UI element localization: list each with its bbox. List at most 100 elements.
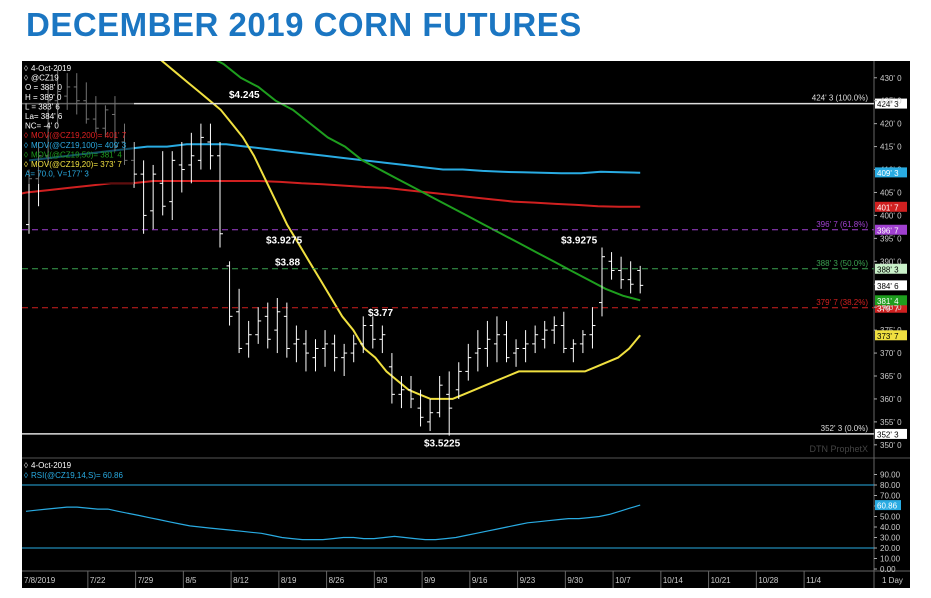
ma50-line [215, 61, 641, 302]
date-tick-label: 10/28 [758, 576, 779, 585]
price-bar [417, 389, 424, 427]
price-bar [283, 302, 290, 358]
rsi-tick-label: 40.00 [880, 523, 901, 532]
price-bar [150, 164, 157, 230]
fib-badge-text-2: 388' 3 [877, 265, 899, 274]
rsi-tick-label: 0.00 [880, 565, 896, 574]
price-annotation-5: $3.9275 [561, 236, 598, 247]
date-tick-label: 11/4 [806, 576, 822, 585]
price-bar [178, 142, 185, 193]
rsi-tick-label: 80.00 [880, 481, 901, 490]
legend-line-0: 4-Oct-2019 [31, 64, 72, 73]
price-annotation-1: $3.9275 [266, 236, 303, 247]
price-bars [26, 68, 644, 436]
date-tick-label: 10/7 [615, 576, 631, 585]
fib-badge-3 [875, 302, 907, 313]
price-bar [322, 330, 329, 367]
rsi-panel: ◊ 4-Oct-2019◊ RSI(@CZ19,14,S)= 60.86 90.008… [22, 461, 901, 574]
price-bar [446, 371, 453, 436]
price-bar [474, 330, 481, 372]
price-chart[interactable]: 424' 3 (100.0%) 424' 3 396' 7 (61.8%) 396' … [22, 61, 910, 588]
date-tick-label: 9/16 [472, 576, 488, 585]
price-tick-label: 380' 0 [880, 303, 902, 312]
price-bar [560, 311, 567, 354]
price-bar [350, 334, 357, 363]
fib-badge-0 [875, 98, 907, 109]
price-bar [331, 334, 338, 372]
rsi-tick-label: 10.00 [880, 555, 901, 564]
price-bar [493, 316, 500, 363]
date-tick-label: 8/19 [281, 576, 297, 585]
date-tick-label: 9/9 [424, 576, 436, 585]
legend-line-6: NC= -4' 0 [25, 122, 59, 131]
price-bar [455, 362, 462, 399]
rsi-badge-text: 60.86 [877, 502, 898, 511]
price-bar [140, 160, 147, 234]
page-title: DECEMBER 2019 CORN FUTURES [26, 6, 582, 43]
price-bar [637, 265, 644, 294]
price-tick-label: 365' 0 [880, 372, 902, 381]
price-bar [255, 307, 262, 344]
price-annotation-4: $3.5225 [424, 439, 461, 450]
fib-badge-text-3: 379' 7 [877, 304, 899, 313]
diamond-icon: ◊ [24, 64, 28, 73]
price-bar [188, 132, 195, 184]
fib-badge-1 [875, 224, 907, 235]
value-badge-1 [875, 201, 907, 212]
fibonacci-levels: 424' 3 (100.0%) 424' 3 396' 7 (61.8%) 396' … [22, 94, 907, 439]
date-tick-label: 8/12 [233, 576, 249, 585]
period-label: 1 Day [882, 576, 903, 585]
price-bar [302, 330, 309, 372]
value-badge-text-0: 409' 3 [877, 169, 899, 178]
date-tick-label: 9/3 [376, 576, 388, 585]
fib-label-1: 396' 7 (61.8%) [816, 220, 868, 229]
grid-layer [22, 61, 910, 588]
price-bar [618, 256, 625, 289]
date-tick-label: 7/8/2019 [24, 576, 56, 585]
price-bar [465, 343, 472, 381]
price-bar [513, 339, 520, 367]
price-annotation-0: $4.245 [229, 90, 260, 101]
price-tick-label: 395' 0 [880, 234, 902, 243]
legend-line-2: O = 388' 0 [25, 83, 62, 92]
date-tick-label: 7/22 [90, 576, 106, 585]
price-tick-label: 390' 0 [880, 257, 902, 266]
price-bar [589, 307, 596, 349]
price-bar [522, 330, 529, 363]
date-tick-label: 8/26 [329, 576, 345, 585]
legend-line-7: MOV(@CZ19,200)= 401' 7 [31, 131, 127, 140]
price-tick-label: 425' 0 [880, 97, 902, 106]
ma200-line [22, 180, 641, 208]
price-bar [532, 325, 539, 354]
price-tick-label: 360' 0 [880, 395, 902, 404]
price-bar [503, 320, 510, 363]
price-bar [388, 353, 395, 404]
rsi-tick-label: 70.00 [880, 492, 901, 501]
value-badge-text-1: 401' 7 [877, 203, 899, 212]
value-badge-4 [875, 330, 907, 341]
price-bar [379, 325, 386, 354]
diamond-icon: ◊ [24, 471, 28, 480]
diamond-icon: ◊ [24, 131, 28, 140]
legend-line-1: @CZ19 [31, 74, 59, 83]
price-bar [341, 343, 348, 376]
price-bar [541, 320, 548, 349]
price-bar [408, 376, 414, 409]
diamond-icon: ◊ [24, 74, 28, 83]
price-bar [217, 142, 223, 248]
date-tick-label: 9/30 [567, 576, 583, 585]
price-bar [369, 316, 376, 349]
price-bar [398, 376, 405, 409]
value-badge-text-4: 373' 7 [877, 332, 899, 341]
price-bar [197, 123, 204, 170]
chart-frame: 424' 3 (100.0%) 424' 3 396' 7 (61.8%) 396' … [22, 61, 910, 588]
price-tick-label: 355' 0 [880, 418, 902, 427]
price-bar [627, 261, 634, 294]
fib-badge-text-4: 352' 3 [877, 430, 899, 439]
legend-line-3: H = 389' 0 [25, 93, 62, 102]
price-tick-label: 415' 0 [880, 143, 902, 152]
date-axis: 7/8/2019 7/22 7/29 8/5 8/12 8/19 8/26 9/3 9/9 9/1… [24, 571, 903, 588]
legend-line-8: MOV(@CZ19,100)= 409' 3 [31, 141, 127, 150]
